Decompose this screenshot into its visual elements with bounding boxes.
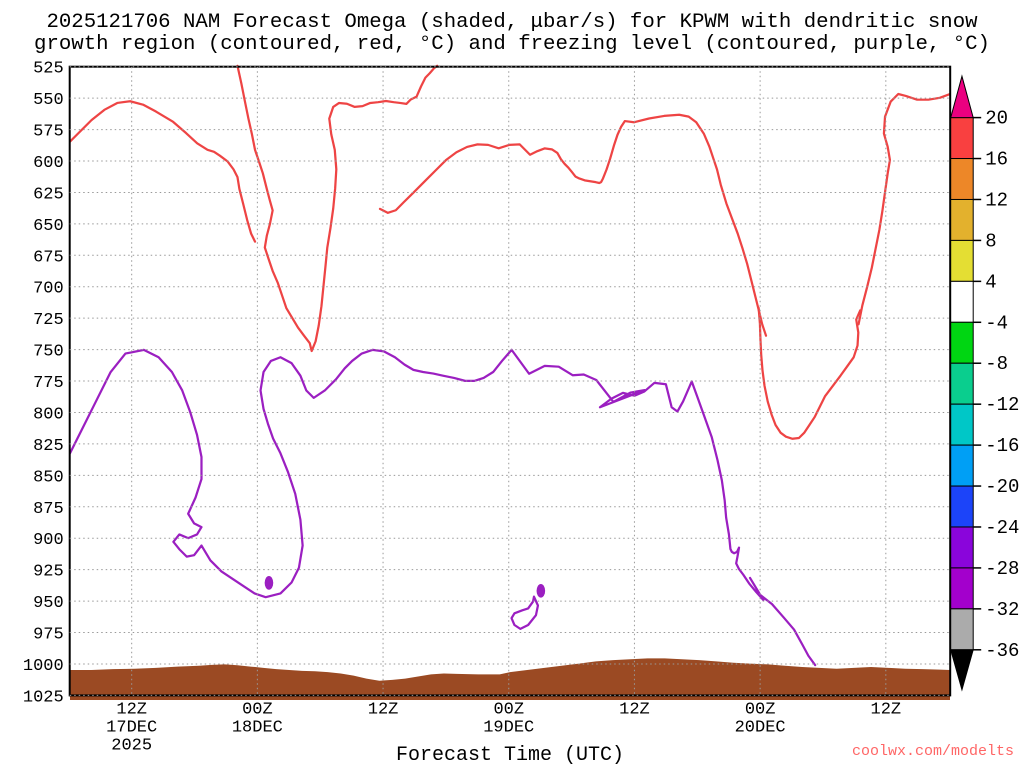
svg-text:775: 775 <box>33 374 64 393</box>
svg-text:-20: -20 <box>985 476 1019 498</box>
svg-text:675: 675 <box>33 248 64 267</box>
svg-text:18DEC: 18DEC <box>232 718 283 737</box>
svg-text:2025: 2025 <box>111 736 152 755</box>
svg-text:2025121706 NAM Forecast Omega: 2025121706 NAM Forecast Omega (shaded, μ… <box>46 11 978 34</box>
svg-text:800: 800 <box>33 405 64 424</box>
svg-text:20DEC: 20DEC <box>735 718 786 737</box>
svg-text:825: 825 <box>33 437 64 456</box>
svg-text:525: 525 <box>33 60 64 79</box>
svg-text:600: 600 <box>33 154 64 173</box>
svg-text:725: 725 <box>33 311 64 330</box>
svg-text:-36: -36 <box>985 640 1019 662</box>
svg-text:650: 650 <box>33 217 64 236</box>
svg-text:1000: 1000 <box>23 657 64 676</box>
svg-text:00Z: 00Z <box>242 700 273 719</box>
svg-text:00Z: 00Z <box>745 700 776 719</box>
svg-text:-4: -4 <box>985 312 1008 334</box>
svg-text:4: 4 <box>985 271 996 293</box>
svg-text:12Z: 12Z <box>871 700 902 719</box>
svg-text:750: 750 <box>33 343 64 362</box>
svg-text:925: 925 <box>33 563 64 582</box>
svg-text:875: 875 <box>33 500 64 519</box>
svg-text:16: 16 <box>985 149 1008 171</box>
svg-text:Forecast Time (UTC): Forecast Time (UTC) <box>396 744 624 767</box>
svg-text:550: 550 <box>33 91 64 110</box>
svg-text:19DEC: 19DEC <box>483 718 534 737</box>
svg-text:12: 12 <box>985 189 1008 211</box>
svg-text:975: 975 <box>33 626 64 645</box>
svg-text:625: 625 <box>33 185 64 204</box>
svg-text:950: 950 <box>33 594 64 613</box>
svg-text:growth region (contoured, red,: growth region (contoured, red, °C) and f… <box>34 33 990 56</box>
svg-text:12Z: 12Z <box>116 700 147 719</box>
svg-text:900: 900 <box>33 531 64 550</box>
svg-text:8: 8 <box>985 230 996 252</box>
svg-text:12Z: 12Z <box>619 700 650 719</box>
svg-text:-16: -16 <box>985 435 1019 457</box>
svg-text:-12: -12 <box>985 394 1019 416</box>
svg-text:00Z: 00Z <box>493 700 524 719</box>
svg-text:-32: -32 <box>985 599 1019 621</box>
svg-text:-8: -8 <box>985 353 1008 375</box>
svg-text:-28: -28 <box>985 558 1019 580</box>
svg-text:700: 700 <box>33 280 64 299</box>
svg-text:-24: -24 <box>985 517 1019 539</box>
svg-text:20: 20 <box>985 108 1008 130</box>
svg-text:1025: 1025 <box>23 688 64 707</box>
svg-text:17DEC: 17DEC <box>106 718 157 737</box>
svg-text:12Z: 12Z <box>368 700 399 719</box>
svg-text:575: 575 <box>33 123 64 142</box>
svg-text:850: 850 <box>33 468 64 487</box>
svg-text:coolwx.com/modelts: coolwx.com/modelts <box>852 743 1014 760</box>
